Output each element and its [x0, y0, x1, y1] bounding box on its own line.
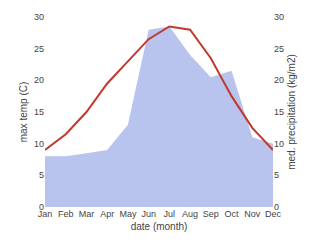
- svg-text:Aug: Aug: [182, 209, 198, 219]
- svg-text:Feb: Feb: [58, 209, 74, 219]
- svg-text:5: 5: [274, 170, 279, 180]
- svg-text:Dec: Dec: [265, 209, 282, 219]
- svg-text:Nov: Nov: [244, 209, 261, 219]
- svg-text:Jul: Jul: [164, 209, 176, 219]
- svg-text:0: 0: [39, 202, 44, 212]
- svg-text:Oct: Oct: [225, 209, 240, 219]
- svg-text:10: 10: [274, 139, 284, 149]
- svg-text:max temp (C): max temp (C): [18, 82, 29, 143]
- svg-text:25: 25: [274, 44, 284, 54]
- svg-text:20: 20: [34, 75, 44, 85]
- svg-text:Jun: Jun: [141, 209, 156, 219]
- svg-text:5: 5: [39, 170, 44, 180]
- svg-text:25: 25: [34, 44, 44, 54]
- svg-text:30: 30: [34, 12, 44, 22]
- svg-text:date (month): date (month): [131, 221, 188, 232]
- svg-text:Sep: Sep: [203, 209, 219, 219]
- svg-text:30: 30: [274, 12, 284, 22]
- svg-text:0: 0: [274, 202, 279, 212]
- svg-text:10: 10: [34, 139, 44, 149]
- svg-text:20: 20: [274, 75, 284, 85]
- svg-text:15: 15: [274, 107, 284, 117]
- svg-text:Apr: Apr: [100, 209, 114, 219]
- svg-text:May: May: [119, 209, 137, 219]
- svg-text:Jan: Jan: [38, 209, 53, 219]
- svg-text:Mar: Mar: [79, 209, 95, 219]
- svg-text:15: 15: [34, 107, 44, 117]
- svg-text:med. precipitation (kg/m2): med. precipitation (kg/m2): [286, 54, 297, 170]
